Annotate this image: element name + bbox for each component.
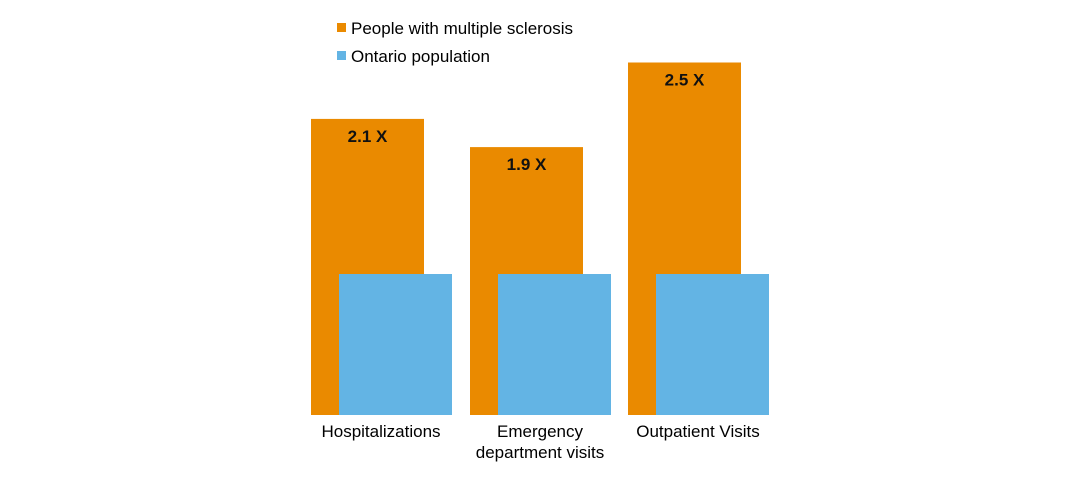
legend: People with multiple sclerosis Ontario po…	[337, 19, 573, 66]
bars	[311, 62, 769, 416]
category-label-1-line-0: Emergency	[497, 422, 583, 441]
data-label-series0-cat1: 1.9 X	[507, 155, 547, 174]
legend-swatch-1	[337, 51, 346, 60]
bar-series1-cat2	[656, 274, 769, 415]
category-label-1-line-1: department visits	[476, 443, 605, 462]
legend-swatch-0	[337, 23, 346, 32]
data-label-series0-cat2: 2.5 X	[665, 71, 705, 90]
category-label-0-line-0: Hospitalizations	[321, 422, 440, 441]
data-labels: 2.1 X 1.9 X 2.5 X	[348, 71, 705, 175]
bar-series1-cat0	[339, 274, 452, 415]
legend-label-0: People with multiple sclerosis	[351, 19, 573, 38]
bar-series1-cat1	[498, 274, 611, 415]
data-label-series0-cat0: 2.1 X	[348, 127, 388, 146]
legend-label-1: Ontario population	[351, 47, 490, 66]
category-labels: Hospitalizations Emergency department visi…	[321, 422, 759, 462]
category-label-2-line-0: Outpatient Visits	[636, 422, 759, 441]
